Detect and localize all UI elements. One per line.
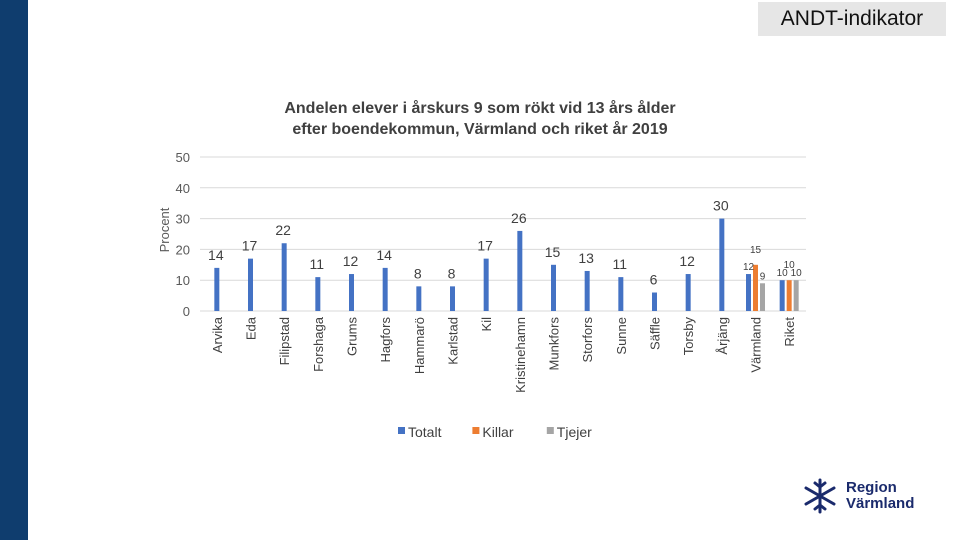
data-label: 12: [679, 253, 695, 269]
data-label: 13: [578, 250, 594, 266]
region-varmland-logo: Region Värmland: [800, 474, 940, 518]
bar-tjejer: [760, 283, 765, 311]
logo-line1: Region: [846, 479, 897, 496]
logo-text: Region Värmland: [846, 480, 914, 512]
y-tick-label: 20: [176, 242, 190, 257]
bar-totalt: [551, 264, 556, 311]
bar-totalt: [746, 274, 751, 311]
bar-killar: [753, 264, 758, 311]
x-tick-label: Forshaga: [311, 316, 326, 372]
data-label: 12: [743, 262, 755, 273]
x-tick-label: Karlstad: [446, 317, 461, 365]
bar-totalt: [315, 277, 321, 311]
y-tick-label: 30: [176, 212, 190, 227]
data-label: 6: [650, 272, 658, 288]
data-label: 10: [777, 268, 789, 279]
legend-swatch-tjejer: [546, 427, 554, 434]
data-label: 11: [613, 256, 628, 272]
x-tick-label: Kil: [479, 317, 494, 332]
x-tick-label: Storfors: [580, 317, 595, 363]
data-label: 30: [713, 198, 729, 214]
legend-label: Totalt: [408, 424, 442, 440]
x-tick-label: Kristinehamn: [513, 317, 528, 393]
chart-title-line2: efter boendekommun, Värmland och riket å…: [292, 121, 668, 138]
y-tick-label: 50: [176, 150, 190, 165]
data-label: 14: [208, 247, 224, 263]
bar-totalt: [349, 274, 354, 311]
chart-title: Andelen elever i årskurs 9 som rökt vid …: [190, 98, 770, 140]
y-tick-label: 10: [176, 273, 190, 288]
data-label: 10: [791, 268, 803, 279]
data-label: 17: [242, 238, 258, 254]
bar-totalt: [652, 292, 657, 311]
data-label: 15: [750, 245, 762, 256]
data-label: 17: [477, 238, 493, 254]
x-tick-label: Hammarö: [412, 317, 427, 374]
x-tick-label: Filipstad: [277, 317, 292, 365]
indicator-tag: ANDT-indikator: [758, 2, 946, 36]
bar-totalt: [779, 280, 785, 311]
data-label: 15: [545, 244, 561, 260]
data-label: 11: [310, 256, 325, 272]
data-label: 14: [376, 247, 392, 263]
data-label: 12: [343, 253, 359, 269]
logo-line2: Värmland: [846, 495, 915, 512]
x-tick-label: Sunne: [614, 317, 629, 355]
bar-totalt: [483, 258, 489, 311]
bar-killar: [786, 280, 792, 311]
chart-title-line1: Andelen elever i årskurs 9 som rökt vid …: [284, 100, 676, 117]
snowflake-icon: [804, 478, 836, 514]
legend-swatch-killar: [472, 427, 480, 434]
legend-label: Tjejer: [557, 424, 592, 440]
data-label: 22: [275, 222, 291, 238]
data-label: 10: [784, 260, 796, 271]
bar-totalt: [685, 274, 691, 311]
bar-totalt: [584, 270, 590, 311]
bar-totalt: [214, 267, 220, 311]
bar-tjejer: [793, 280, 799, 311]
bar-totalt: [248, 258, 253, 311]
x-tick-label: Hagfors: [378, 317, 393, 363]
y-tick-label: 0: [183, 304, 190, 319]
bar-totalt: [719, 218, 725, 311]
bar-totalt: [517, 230, 523, 311]
data-label: 8: [414, 265, 422, 281]
bar-totalt: [281, 243, 287, 311]
bar-totalt: [382, 267, 388, 311]
bar-totalt: [618, 277, 624, 311]
x-tick-label: Eda: [244, 316, 259, 340]
legend-swatch-totalt: [398, 427, 405, 434]
x-tick-label: Torsby: [681, 317, 696, 356]
y-tick-label: 40: [176, 181, 190, 196]
x-tick-label: Värmland: [749, 317, 764, 373]
bar-totalt: [450, 286, 455, 311]
x-tick-label: Årjäng: [715, 317, 730, 355]
data-label: 9: [760, 271, 766, 282]
x-tick-label: Grums: [345, 317, 360, 357]
y-axis-title: Procent: [157, 207, 172, 252]
legend-label: Killar: [482, 424, 513, 440]
x-tick-label: Säffle: [648, 317, 663, 350]
x-tick-label: Arvika: [210, 316, 225, 353]
data-label: 26: [511, 210, 527, 226]
x-tick-label: Riket: [782, 317, 797, 347]
side-accent-bar: [0, 0, 28, 540]
x-tick-label: Munkfors: [547, 317, 562, 371]
bar-totalt: [416, 286, 422, 311]
data-label: 8: [448, 265, 456, 281]
